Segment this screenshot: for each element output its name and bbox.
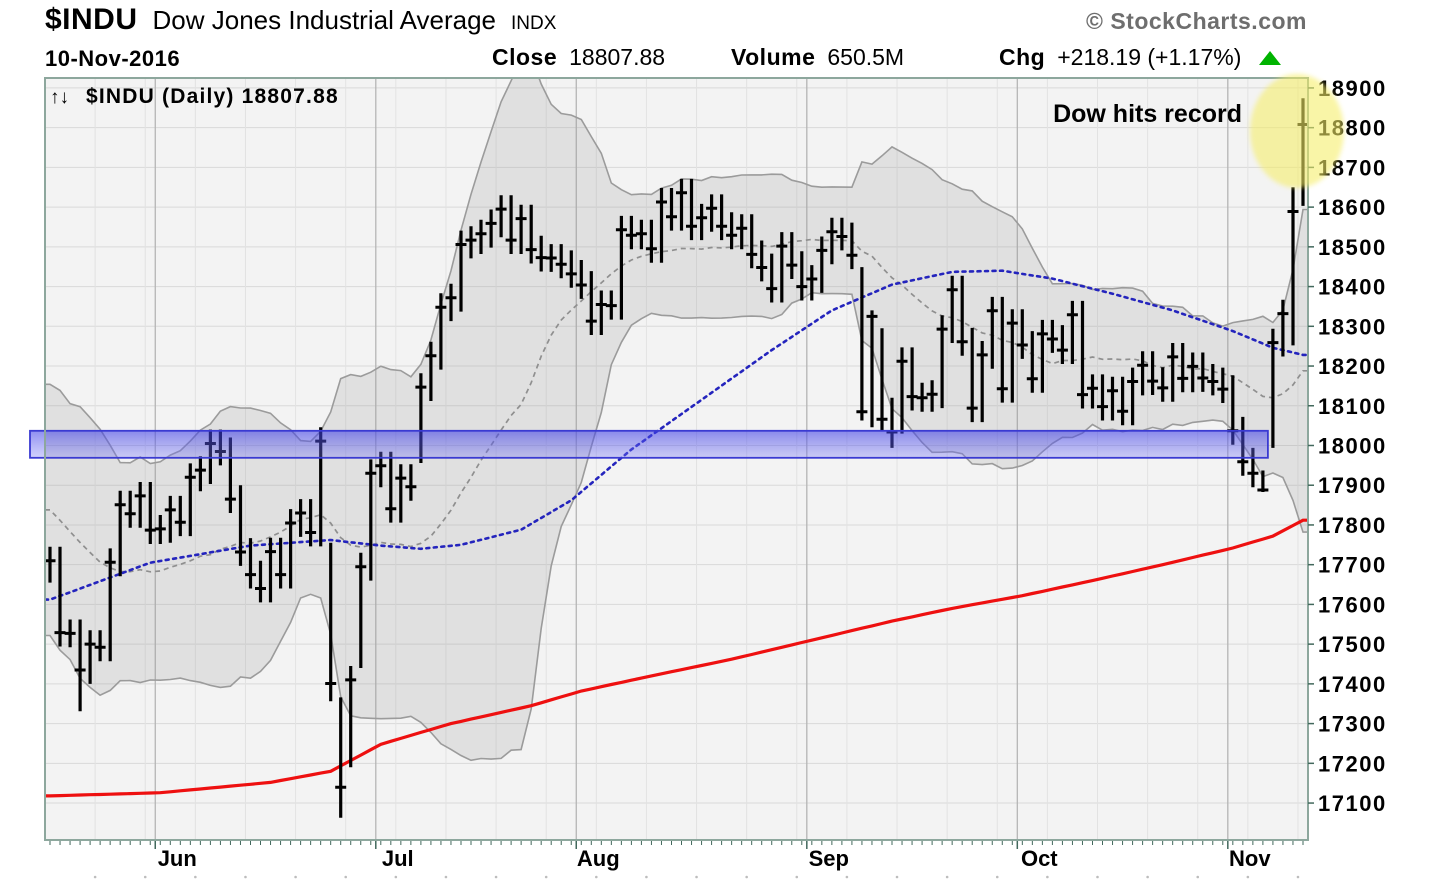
chart-legend: $INDU (Daily) 18807.88 [86, 85, 339, 108]
y-axis-label: 17900 [1318, 473, 1387, 498]
x-axis-month-label: Aug [577, 846, 620, 871]
exchange: INDX [511, 13, 557, 34]
y-axis-label: 18100 [1318, 394, 1387, 419]
gridlines [45, 78, 1308, 840]
bollinger-lower-line [45, 291, 1308, 762]
chart-date: 10-Nov-2016 [45, 46, 181, 71]
change-group: Chg +218.19 (+1.17%) [999, 44, 1282, 71]
y-axis-label: 17500 [1318, 632, 1387, 657]
close-value: 18807.88 [569, 44, 666, 70]
x-axis-month-label: Jul [382, 846, 414, 871]
y-axis-label: 18300 [1318, 314, 1387, 339]
annotation-text: Dow hits record [1053, 100, 1242, 128]
y-axis-label: 17300 [1318, 712, 1387, 737]
record-highlight-ellipse [1250, 74, 1344, 188]
y-axis-label: 17700 [1318, 553, 1387, 578]
chart-labels: 1890018800187001860018500184001830018200… [50, 76, 1387, 871]
bollinger-upper-line [45, 78, 1308, 465]
close-label: Close [492, 44, 558, 70]
x-axis-month-label: Sep [809, 846, 849, 871]
volume-label: Volume [731, 44, 816, 70]
axes [44, 77, 1314, 879]
volume-group: Volume 650.5M [731, 44, 904, 71]
y-axis-label: 17200 [1318, 751, 1387, 776]
highlight-overlay [1250, 74, 1344, 188]
sma20-dashed-line [45, 238, 1308, 573]
y-axis-label: 18000 [1318, 433, 1387, 458]
support-resistance-band [29, 429, 1269, 459]
chart-title-row: $INDU Dow Jones Industrial Average INDX [45, 3, 556, 37]
x-axis-month-label: Jun [158, 846, 197, 871]
change-label: Chg [999, 44, 1046, 70]
y-axis-label: 18200 [1318, 354, 1387, 379]
sma50-dotted-line [45, 269, 1308, 601]
stockcharts-watermark: © StockCharts.com [1085, 8, 1307, 34]
change-value: +218.19 (+1.17%) [1057, 44, 1242, 70]
ohlc-bars [44, 98, 1309, 818]
y-axis-label: 18500 [1318, 235, 1387, 260]
moving-averages [45, 269, 1308, 798]
y-axis-label: 17400 [1318, 672, 1387, 697]
annotations [29, 429, 1269, 459]
x-axis-month-label: Nov [1229, 846, 1271, 871]
volume-value: 650.5M [827, 44, 905, 70]
index-name: Dow Jones Industrial Average [152, 5, 497, 35]
up-arrow-icon [1259, 50, 1282, 65]
legend-arrows-icon: ↑↓ [50, 87, 69, 108]
sma200-line [45, 518, 1308, 798]
plot-border [44, 77, 1309, 841]
symbol: $INDU [45, 3, 138, 36]
y-axis-label: 18400 [1318, 275, 1387, 300]
y-axis-label: 17100 [1318, 791, 1387, 816]
y-axis-label: 17600 [1318, 592, 1387, 617]
y-axis-label: 17800 [1318, 513, 1387, 538]
y-axis-label: 18600 [1318, 195, 1387, 220]
x-axis-month-label: Oct [1021, 846, 1058, 871]
close-group: Close 18807.88 [492, 44, 665, 71]
